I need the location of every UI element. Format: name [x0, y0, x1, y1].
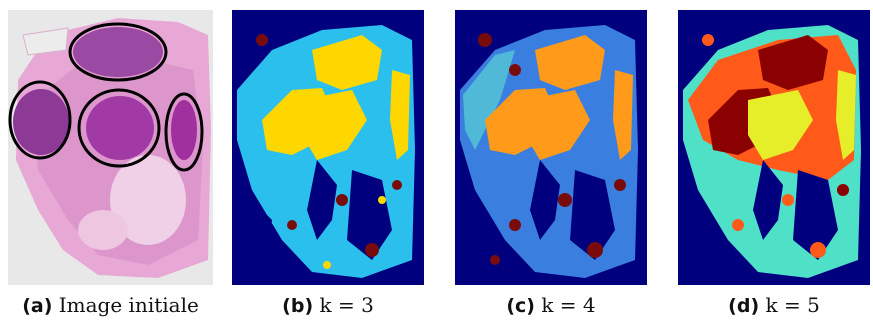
caption-text: k = 4 [541, 293, 596, 317]
caption-text: k = 3 [319, 293, 374, 317]
panel-b-segmentation-k3 [232, 10, 424, 285]
caption-a: (a) Image initiale [8, 291, 213, 319]
caption-d: (d) k = 5 [678, 291, 870, 319]
annotation-ellipse [8, 80, 72, 160]
caption-label: (d) [728, 295, 760, 317]
caption-text: Image initiale [58, 293, 199, 317]
caption-c: (c) k = 4 [455, 291, 647, 319]
annotation-ellipse [164, 92, 204, 172]
panel-a-histology-image [8, 10, 213, 285]
panel-d-segmentation-k5 [678, 10, 870, 285]
caption-label: (c) [506, 295, 535, 317]
caption-label: (b) [282, 295, 314, 317]
panel-c-segmentation-k4 [455, 10, 647, 285]
caption-label: (a) [22, 295, 53, 317]
annotation-ellipse [68, 22, 168, 82]
annotation-ellipse [77, 88, 161, 168]
caption-text: k = 5 [765, 293, 820, 317]
caption-b: (b) k = 3 [232, 291, 424, 319]
